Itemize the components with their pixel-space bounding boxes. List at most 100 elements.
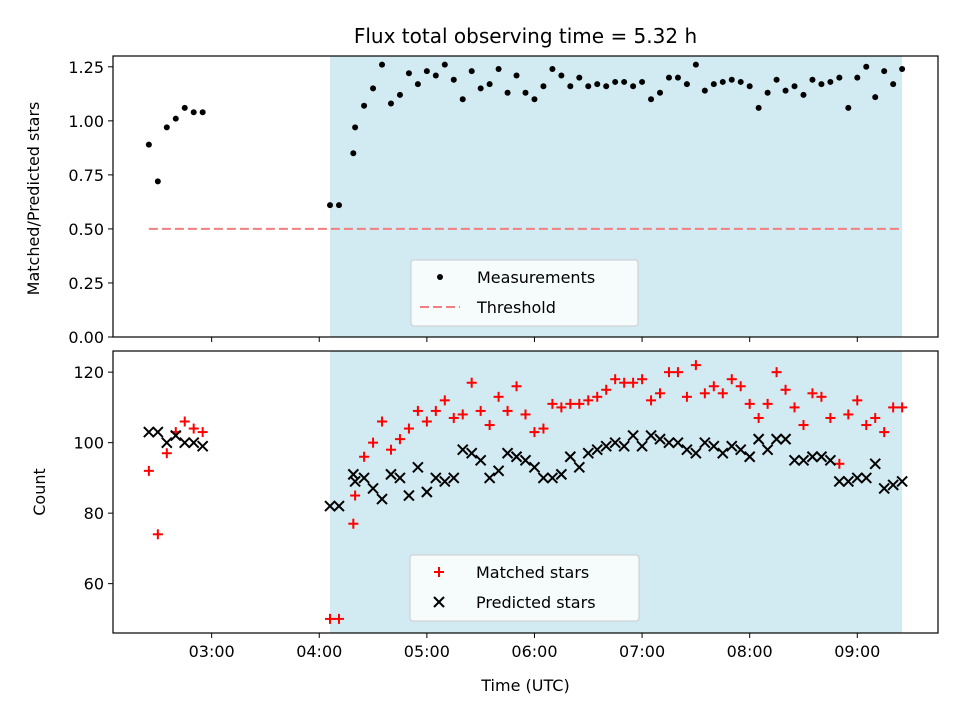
predicted-star-point bbox=[815, 451, 828, 463]
measurement-point bbox=[701, 87, 708, 94]
measurement-point bbox=[468, 68, 475, 75]
matched-star-point bbox=[637, 374, 648, 385]
predicted-star-point bbox=[474, 454, 487, 466]
matched-star-point bbox=[789, 402, 800, 413]
predicted-star-point bbox=[187, 436, 200, 449]
measurement-point bbox=[791, 83, 798, 90]
measurement-point bbox=[621, 78, 628, 85]
matched-star-point bbox=[430, 405, 441, 416]
matched-star-point bbox=[870, 412, 881, 423]
matched-star-point bbox=[771, 367, 782, 378]
predicted-star-point bbox=[833, 475, 846, 488]
measurement-point bbox=[728, 76, 735, 83]
chart-title: Flux total observing time = 5.32 h bbox=[354, 24, 697, 48]
measurement-point bbox=[764, 89, 771, 96]
predicted-star-point bbox=[333, 500, 345, 512]
measurement-point bbox=[585, 83, 592, 90]
predicted-star-point bbox=[806, 451, 819, 463]
count-xtick-label: 04:00 bbox=[296, 642, 342, 661]
predicted-star-point bbox=[501, 447, 514, 459]
measurement-point bbox=[450, 76, 457, 83]
predicted-star-point bbox=[663, 436, 675, 449]
predicted-star-point bbox=[708, 440, 720, 452]
measurement-point bbox=[558, 72, 565, 79]
matched-star-point bbox=[690, 360, 701, 371]
predicted-star-point bbox=[726, 440, 738, 452]
count-panel: 60 80 100 120 03:00 04:00 05:00 06:00 07:00 08:0… bbox=[30, 350, 939, 695]
measurement-point bbox=[423, 68, 430, 75]
measurement-point bbox=[350, 150, 357, 157]
predicted-star-point bbox=[896, 475, 908, 488]
predicted-star-point bbox=[510, 451, 523, 463]
measurement-point bbox=[504, 89, 511, 96]
matched-star-point bbox=[646, 395, 657, 406]
measurement-point bbox=[710, 81, 717, 88]
measurement-point bbox=[163, 124, 170, 131]
matched-star-point bbox=[717, 388, 728, 399]
matched-star-point bbox=[493, 391, 504, 402]
count-y-ticks: 60 80 100 120 bbox=[73, 363, 113, 594]
count-y-axis-label: Count bbox=[30, 468, 49, 516]
ratio-panel: 0.00 0.25 0.50 0.75 1.00 1.25 Flux total obse… bbox=[24, 24, 939, 347]
matched-star-point bbox=[502, 405, 513, 416]
predicted-star-point bbox=[143, 426, 155, 438]
predicted-star-point bbox=[448, 472, 460, 484]
matched-star-point bbox=[888, 402, 899, 413]
measurement-point bbox=[630, 83, 637, 90]
matched-star-point bbox=[879, 427, 890, 438]
count-xtick-label: 09:00 bbox=[834, 642, 880, 661]
measurement-point bbox=[379, 61, 386, 68]
predicted-star-point bbox=[358, 472, 370, 484]
ratio-ytick-label: 0.50 bbox=[68, 220, 104, 239]
predicted-star-point bbox=[717, 447, 729, 459]
matched-star-point bbox=[735, 381, 746, 392]
predicted-star-point bbox=[324, 500, 336, 512]
predicted-star-point bbox=[555, 468, 568, 481]
count-xtick-label: 03:00 bbox=[189, 642, 235, 661]
predicted-star-point bbox=[546, 472, 559, 484]
legend-matched-label: Matched stars bbox=[476, 563, 589, 582]
measurement-point bbox=[145, 141, 152, 148]
measurement-point bbox=[881, 68, 888, 75]
measurement-point bbox=[361, 102, 368, 109]
measurement-point bbox=[567, 83, 574, 90]
predicted-star-point bbox=[869, 458, 881, 470]
measurement-point bbox=[594, 81, 601, 88]
ratio-y-ticks: 0.00 0.25 0.50 0.75 1.00 1.25 bbox=[68, 58, 113, 347]
matched-star-point bbox=[421, 416, 432, 427]
predicted-star-point bbox=[367, 482, 379, 495]
matched-star-point bbox=[834, 458, 845, 469]
matched-star-point bbox=[484, 420, 495, 431]
predicted-star-point bbox=[752, 433, 765, 445]
predicted-star-points bbox=[143, 426, 908, 512]
predicted-star-point bbox=[735, 443, 747, 456]
measurement-point bbox=[396, 91, 403, 98]
matched-star-point bbox=[403, 423, 414, 434]
matched-star-point bbox=[816, 391, 827, 402]
count-ytick-label: 60 bbox=[84, 575, 104, 594]
measurement-point bbox=[746, 83, 753, 90]
predicted-star-point bbox=[824, 454, 837, 466]
matched-star-point bbox=[377, 416, 388, 427]
predicted-star-point bbox=[887, 479, 899, 491]
matched-star-point bbox=[368, 437, 379, 448]
measurement-point bbox=[872, 94, 879, 101]
matched-star-point bbox=[619, 377, 630, 388]
predicted-star-point bbox=[403, 489, 415, 502]
measurement-point bbox=[549, 65, 556, 72]
measurement-point bbox=[773, 76, 780, 83]
matched-star-point bbox=[852, 395, 863, 406]
matched-star-point bbox=[843, 409, 854, 420]
matched-star-point bbox=[348, 518, 359, 529]
matched-star-point bbox=[188, 423, 199, 434]
predicted-star-point bbox=[609, 436, 621, 449]
predicted-star-point bbox=[528, 461, 541, 474]
matched-star-point bbox=[592, 391, 603, 402]
measurement-point bbox=[800, 91, 807, 98]
matched-star-point bbox=[475, 405, 486, 416]
matched-star-point bbox=[394, 434, 405, 445]
predicted-star-point bbox=[412, 461, 424, 474]
matched-star-point bbox=[152, 529, 163, 540]
predicted-star-point bbox=[465, 447, 478, 459]
